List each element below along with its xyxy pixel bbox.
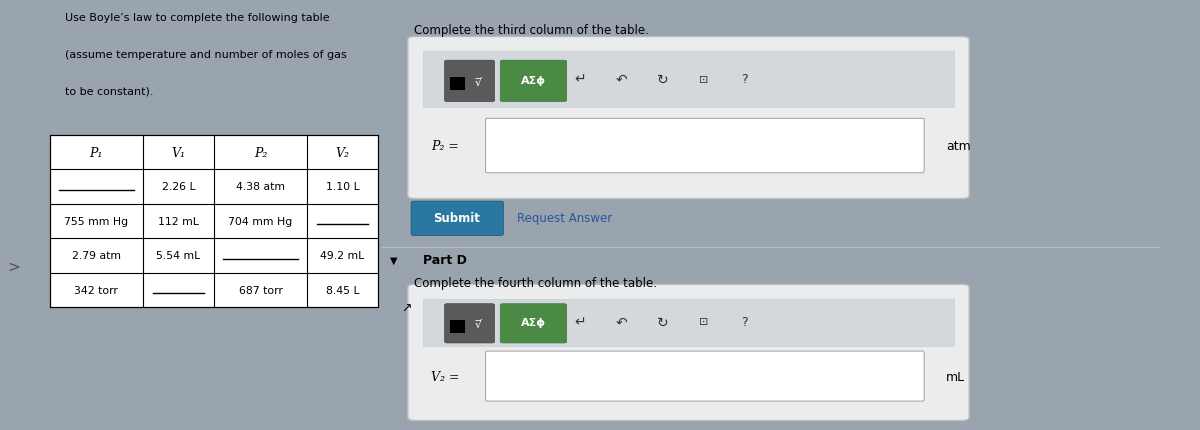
Text: ↵: ↵ — [575, 73, 587, 86]
Bar — [450, 77, 466, 91]
Text: ↻: ↻ — [656, 315, 668, 329]
Text: 112 mL: 112 mL — [158, 216, 199, 227]
FancyBboxPatch shape — [486, 351, 924, 401]
Text: ⊡: ⊡ — [698, 316, 708, 327]
Text: (assume temperature and number of moles of gas: (assume temperature and number of moles … — [65, 49, 347, 59]
Text: 1.10 L: 1.10 L — [325, 182, 359, 192]
Text: ↗: ↗ — [401, 301, 412, 314]
Text: √̅: √̅ — [475, 77, 481, 88]
Text: 342 torr: 342 torr — [74, 285, 119, 295]
Text: ↻: ↻ — [656, 73, 668, 86]
Text: ↶: ↶ — [616, 73, 628, 86]
Text: V₁: V₁ — [172, 146, 186, 159]
Text: P₂ =: P₂ = — [431, 140, 458, 153]
Bar — [422, 299, 954, 346]
Text: 49.2 mL: 49.2 mL — [320, 251, 365, 261]
Text: 755 mm Hg: 755 mm Hg — [65, 216, 128, 227]
Text: Request Answer: Request Answer — [517, 212, 612, 225]
FancyBboxPatch shape — [408, 285, 970, 421]
Text: V₂: V₂ — [336, 146, 349, 159]
Text: 704 mm Hg: 704 mm Hg — [228, 216, 293, 227]
Text: ↶: ↶ — [616, 315, 628, 329]
Text: P₁: P₁ — [90, 146, 103, 159]
Text: Complete the third column of the table.: Complete the third column of the table. — [414, 24, 649, 37]
Text: to be constant).: to be constant). — [65, 86, 154, 96]
Text: 2.26 L: 2.26 L — [162, 182, 196, 192]
Text: 687 torr: 687 torr — [239, 285, 282, 295]
Text: >: > — [7, 259, 20, 274]
Text: Submit: Submit — [433, 212, 480, 225]
FancyBboxPatch shape — [412, 202, 504, 236]
FancyBboxPatch shape — [500, 61, 566, 102]
Text: P₂: P₂ — [253, 146, 268, 159]
Text: 5.54 mL: 5.54 mL — [156, 251, 200, 261]
Text: ↵: ↵ — [575, 315, 587, 329]
Text: ?: ? — [740, 73, 748, 86]
Bar — [49, 135, 378, 307]
Text: 4.38 atm: 4.38 atm — [236, 182, 284, 192]
Text: √̅: √̅ — [475, 319, 481, 329]
Text: AΣϕ: AΣϕ — [521, 76, 546, 86]
Text: Use Boyle’s law to complete the following table: Use Boyle’s law to complete the followin… — [65, 13, 330, 23]
FancyBboxPatch shape — [500, 304, 566, 343]
FancyBboxPatch shape — [486, 119, 924, 173]
Bar — [422, 52, 954, 108]
Text: Complete the fourth column of the table.: Complete the fourth column of the table. — [414, 276, 658, 289]
Text: . ... . .: . ... . . — [390, 2, 410, 8]
Text: ▼: ▼ — [390, 255, 397, 265]
FancyBboxPatch shape — [445, 304, 494, 343]
Text: 2.79 atm: 2.79 atm — [72, 251, 121, 261]
FancyBboxPatch shape — [408, 37, 970, 199]
Text: AΣϕ: AΣϕ — [521, 317, 546, 328]
Text: ⊡: ⊡ — [698, 74, 708, 85]
Text: 8.45 L: 8.45 L — [325, 285, 359, 295]
Bar — [450, 320, 466, 333]
Text: Part D: Part D — [422, 254, 467, 267]
Text: atm: atm — [947, 140, 971, 153]
Text: mL: mL — [947, 370, 966, 383]
Text: V₂ =: V₂ = — [431, 370, 460, 383]
FancyBboxPatch shape — [445, 61, 494, 102]
Text: ?: ? — [740, 315, 748, 328]
